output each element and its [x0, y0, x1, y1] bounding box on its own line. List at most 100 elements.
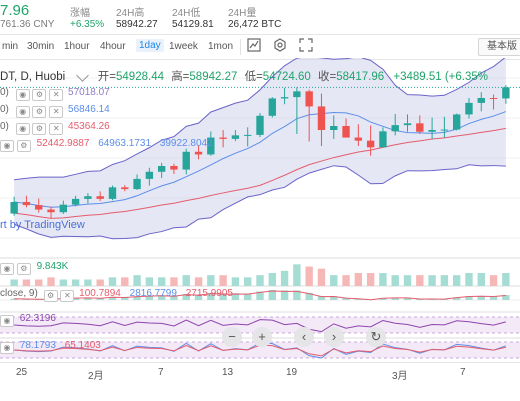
- ma1-prefix: 0): [0, 104, 9, 115]
- volume-bar: [183, 275, 190, 286]
- x-tick-label: 19: [286, 367, 297, 378]
- candle-body: [392, 125, 399, 131]
- tab-timeframe-1week[interactable]: 1week: [169, 41, 198, 52]
- settings-icon[interactable]: [271, 38, 289, 56]
- stat-label-volume: 24H量: [228, 4, 256, 19]
- candle-body: [158, 166, 165, 172]
- rsi-legend: ◉ 62.3196: [0, 313, 56, 325]
- volume-bar: [72, 280, 79, 287]
- volume-bar: [404, 275, 411, 286]
- volume-bar: [60, 280, 67, 287]
- gear-icon[interactable]: ⚙: [17, 263, 31, 275]
- eye-icon[interactable]: ◉: [16, 89, 30, 101]
- high-value: 58942.27: [189, 71, 237, 83]
- candle-body: [318, 106, 325, 130]
- volume-value: 9.843K: [37, 261, 69, 272]
- gear-icon[interactable]: ⚙: [32, 89, 46, 101]
- volume-bar: [109, 277, 116, 286]
- tab-timeframe-1day[interactable]: 1day: [136, 39, 164, 52]
- high-label: 高=: [171, 71, 189, 83]
- volume-bar: [232, 277, 239, 286]
- ma2-value: 45364.26: [68, 121, 110, 132]
- eye-icon[interactable]: ◉: [16, 106, 30, 118]
- fullscreen-icon[interactable]: [297, 38, 315, 56]
- gear-icon[interactable]: ⚙: [17, 140, 31, 152]
- zoom-out-icon[interactable]: −: [222, 327, 242, 347]
- basic-mode-button[interactable]: 基本版: [478, 38, 520, 56]
- scroll-right-icon[interactable]: ›: [324, 327, 344, 347]
- close-icon[interactable]: ✕: [60, 290, 74, 302]
- eye-icon[interactable]: ◉: [16, 123, 30, 135]
- volume-bar: [441, 275, 448, 286]
- volume-bar: [121, 277, 128, 286]
- ohlc-legend: DT, D, Huobi 开=54928.44 高=58942.27 低=547…: [0, 68, 488, 84]
- rsi-value: 62.3196: [20, 313, 56, 324]
- bb-value: 57018.07: [68, 87, 110, 98]
- eye-icon[interactable]: ◉: [0, 140, 14, 152]
- gear-icon[interactable]: ⚙: [32, 106, 46, 118]
- eye-icon[interactable]: ◉: [0, 342, 14, 354]
- tab-timeframe-1hour[interactable]: 1hour: [64, 41, 90, 52]
- x-tick-label: 2月: [88, 367, 104, 382]
- bb-upper-value: 52442.9887: [37, 138, 90, 149]
- stat-value-low: 54129.81: [172, 19, 214, 30]
- stat-label-change: 涨幅: [70, 4, 90, 19]
- ma2-legend: 0) ◉ ⚙ ✕ 45364.26: [0, 121, 110, 133]
- gear-icon[interactable]: ⚙: [44, 290, 58, 302]
- volume-bar: [219, 275, 226, 286]
- candle-body: [195, 152, 202, 155]
- candle-body: [35, 205, 42, 209]
- volume-bar: [269, 273, 276, 286]
- stat-label-high: 24H高: [116, 4, 144, 19]
- volume-bar: [146, 277, 153, 286]
- eye-icon[interactable]: ◉: [0, 263, 14, 275]
- candle-body: [367, 141, 374, 148]
- tab-timeframe-30min[interactable]: 30min: [27, 41, 54, 52]
- candle-body: [47, 210, 54, 213]
- close-icon[interactable]: ✕: [49, 123, 63, 135]
- tab-timeframe-4hour[interactable]: 4hour: [100, 41, 126, 52]
- candle-body: [97, 196, 104, 199]
- eye-icon[interactable]: ◉: [0, 315, 14, 327]
- close-icon[interactable]: ✕: [49, 89, 63, 101]
- open-label: 开=: [98, 71, 116, 83]
- change-value: +3489.51 (+6.35%: [393, 71, 488, 83]
- candle-body: [330, 126, 337, 130]
- indicator-icon[interactable]: [245, 38, 263, 56]
- bb-legend: 0) ◉ ⚙ ✕ 57018.07: [0, 87, 110, 99]
- ma1-value: 56846.14: [68, 104, 110, 115]
- volume-bar: [170, 277, 177, 286]
- volume-bar: [97, 280, 104, 287]
- candle-body: [72, 199, 79, 205]
- gear-icon[interactable]: ⚙: [32, 123, 46, 135]
- volume-bar: [256, 275, 263, 286]
- volume-bar: [47, 277, 54, 286]
- tradingview-watermark[interactable]: rt by TradingView: [0, 219, 85, 231]
- bb-prefix: 0): [0, 87, 9, 98]
- candle-body: [478, 98, 485, 103]
- ma1-legend: 0) ◉ ⚙ ✕ 56846.14: [0, 104, 110, 116]
- ticker-header: 7.96 761.36 CNY 涨幅 +6.35% 24H高 58942.27 …: [0, 0, 520, 34]
- volume-bar: [453, 275, 460, 286]
- low-label: 低=: [245, 71, 263, 83]
- scroll-left-icon[interactable]: ‹: [294, 327, 314, 347]
- volume-bar: [158, 277, 165, 286]
- volume-bar: [478, 273, 485, 286]
- tab-timeframe-1mon[interactable]: 1mon: [208, 41, 233, 52]
- candle-body: [355, 138, 362, 141]
- volume-bar: [305, 267, 312, 287]
- volume-bar: [35, 280, 42, 287]
- x-axis: 25 2月 7 13 19 3月 7: [0, 362, 520, 401]
- reset-icon[interactable]: ↻: [366, 327, 386, 347]
- candle-body: [146, 172, 153, 179]
- tab-timeframe-min[interactable]: min: [2, 41, 18, 52]
- volume-bar: [293, 264, 300, 286]
- volume-bar: [355, 273, 362, 286]
- zoom-in-icon[interactable]: +: [252, 327, 272, 347]
- close-icon[interactable]: ✕: [49, 106, 63, 118]
- chevron-down-icon[interactable]: [76, 69, 89, 82]
- candle-body: [305, 91, 312, 106]
- volume-bar: [195, 277, 202, 286]
- volume-bar: [342, 275, 349, 286]
- candle-body: [490, 98, 497, 99]
